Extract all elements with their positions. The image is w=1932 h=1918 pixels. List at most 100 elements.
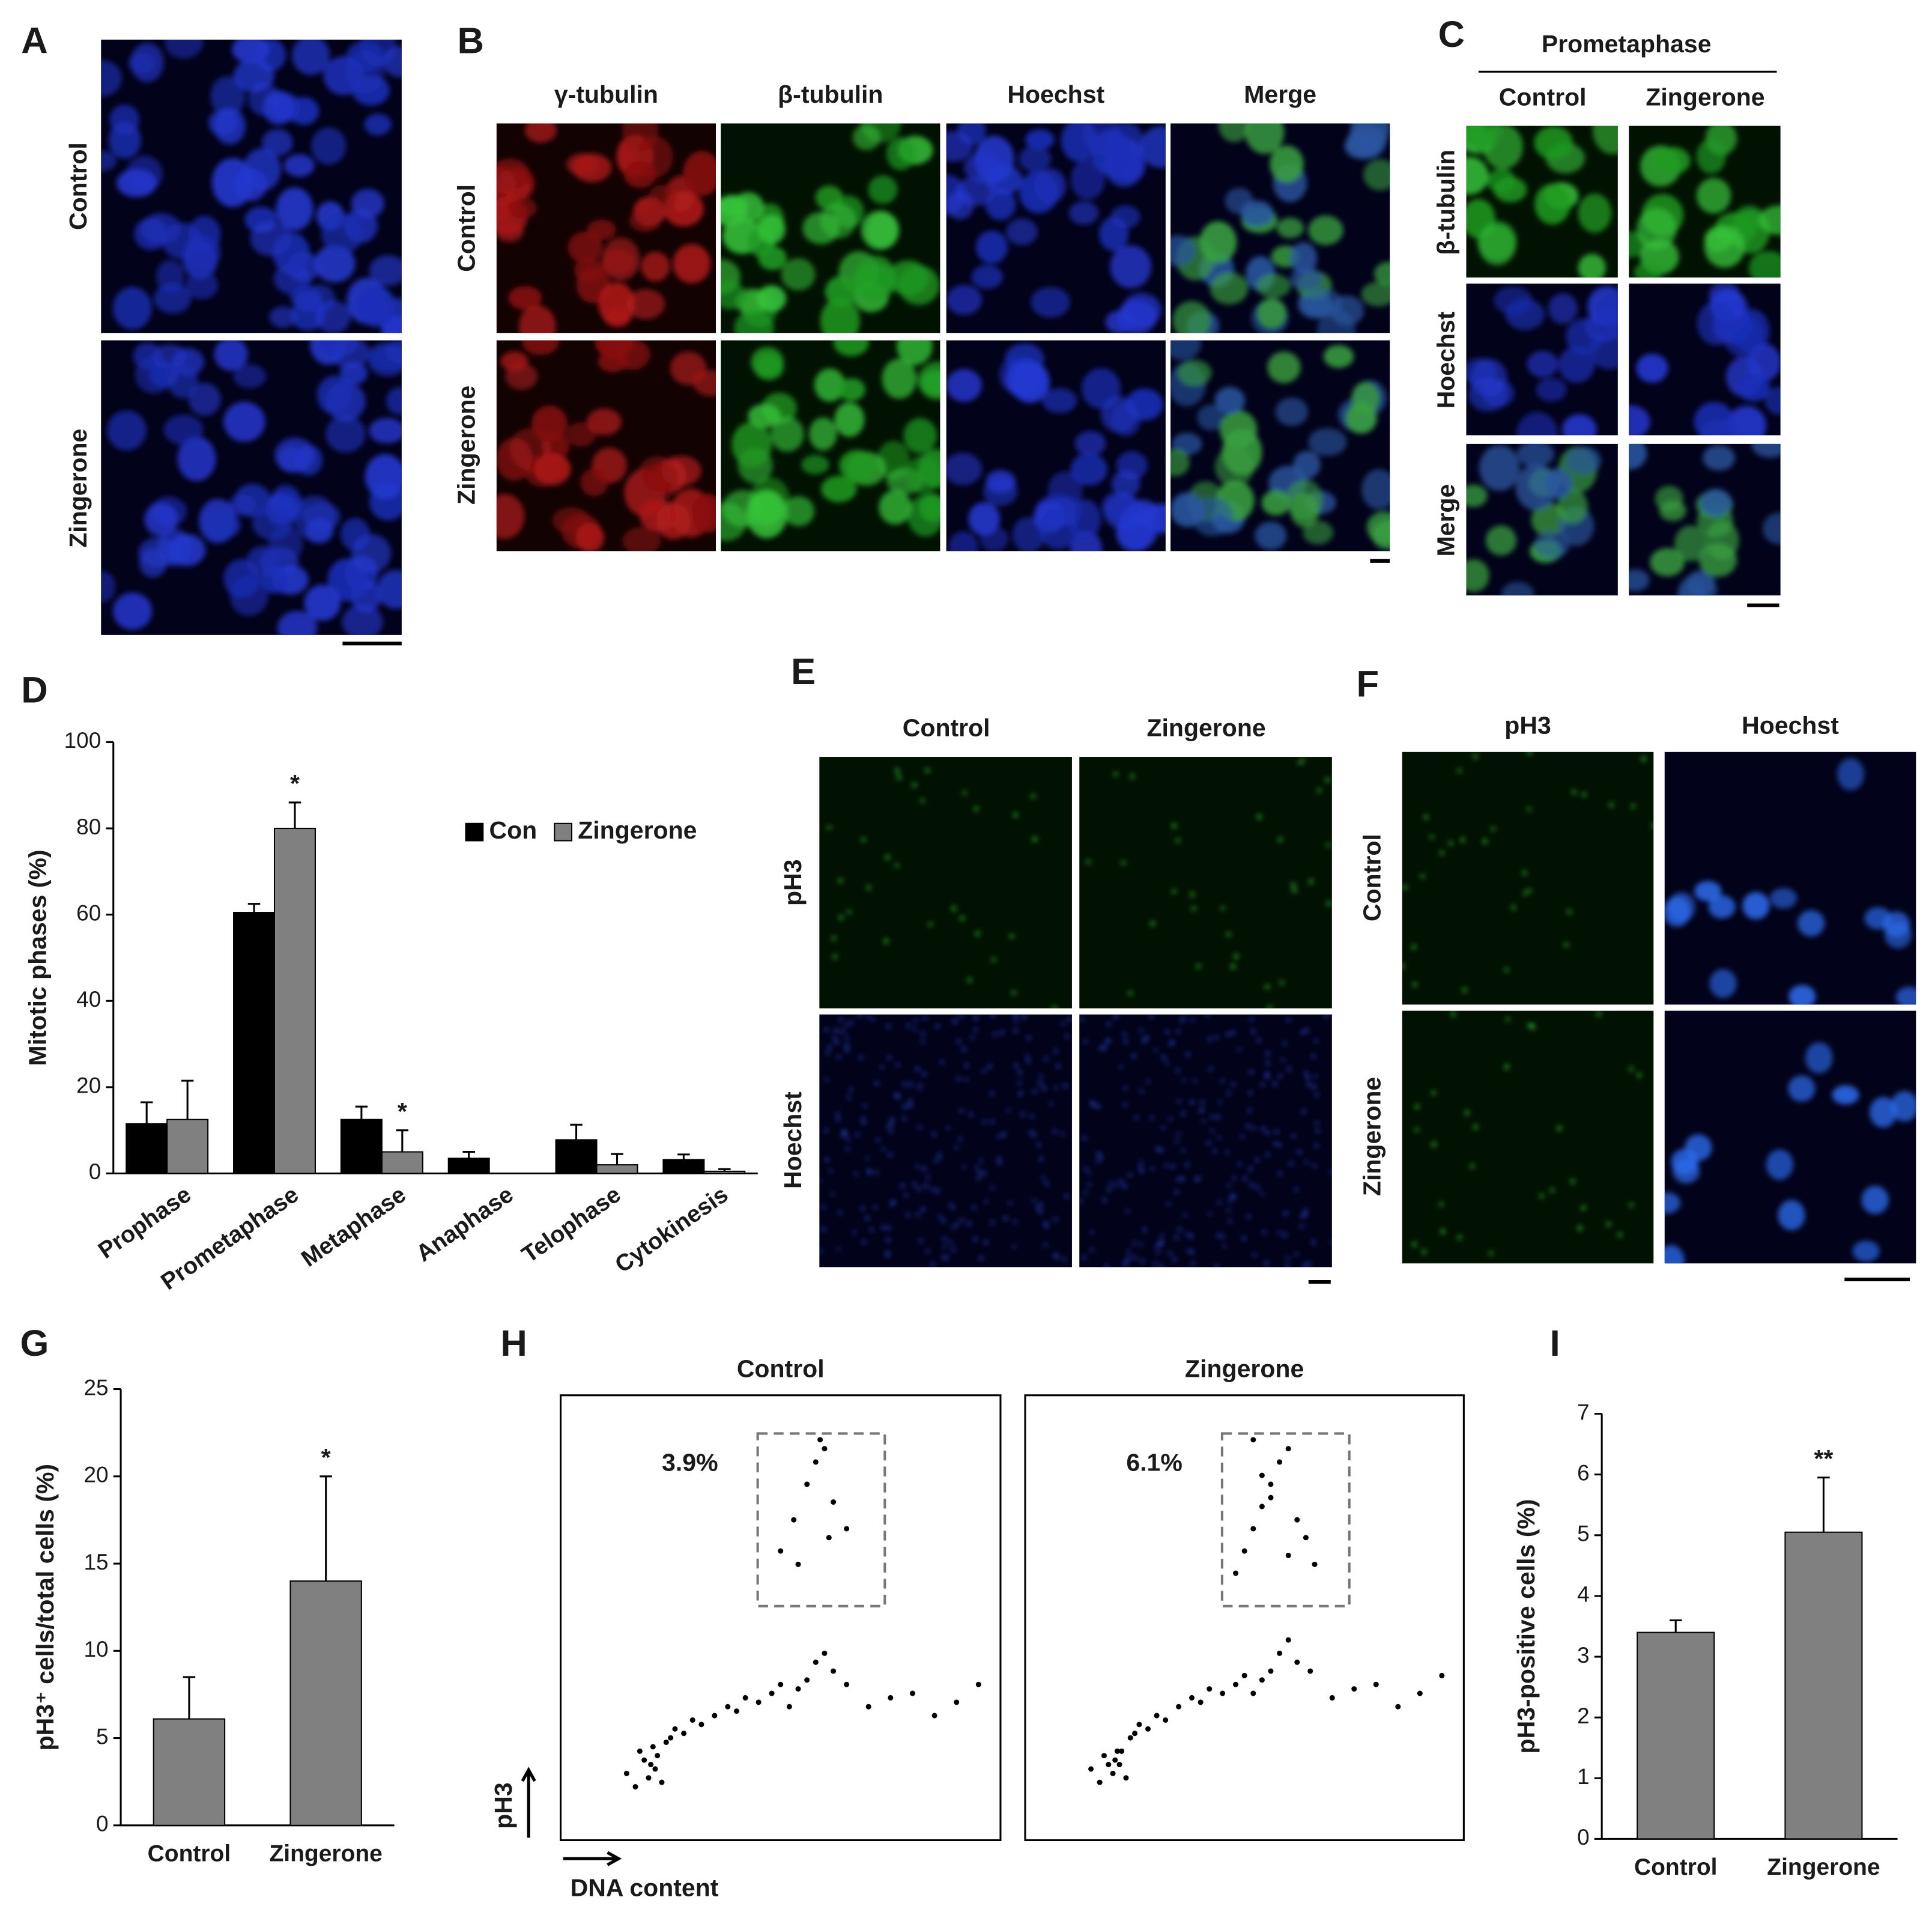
significance: *	[321, 1443, 331, 1471]
plot-title: Control	[737, 1355, 825, 1383]
legend-swatch	[465, 822, 484, 842]
cell	[162, 222, 203, 259]
cell	[887, 1124, 891, 1128]
cell	[998, 1161, 1001, 1165]
cell	[1527, 807, 1531, 811]
cell	[1449, 842, 1453, 845]
cell	[1111, 470, 1140, 497]
cell	[1290, 267, 1322, 291]
cell	[1266, 1130, 1270, 1135]
cell	[896, 1063, 900, 1067]
cell	[1572, 790, 1576, 794]
row-label: Hoechst	[779, 1091, 807, 1189]
cell	[316, 375, 353, 414]
cell	[1215, 1036, 1219, 1039]
cell	[327, 558, 368, 602]
cell	[861, 1207, 864, 1210]
cell	[842, 1129, 846, 1134]
micrograph-cells	[101, 39, 402, 333]
micrograph-cells	[1664, 758, 1916, 1005]
cell	[1086, 860, 1091, 864]
cell	[1316, 1129, 1319, 1133]
cell	[1278, 837, 1282, 842]
cell	[133, 342, 162, 370]
cell	[1629, 1203, 1634, 1207]
cell	[1068, 201, 1099, 225]
point	[1277, 1459, 1283, 1465]
bar	[1637, 1631, 1715, 1840]
point	[1207, 1686, 1213, 1692]
cell	[854, 1172, 858, 1176]
panel-letter: D	[21, 670, 47, 711]
cell	[912, 783, 916, 788]
point	[822, 1650, 828, 1656]
cell	[1313, 1164, 1316, 1168]
cell	[252, 507, 294, 540]
cell	[1281, 1058, 1285, 1061]
cell	[1266, 1061, 1270, 1065]
cell	[1139, 1161, 1143, 1164]
micrograph	[1629, 284, 1781, 435]
cell	[1177, 359, 1212, 387]
cell	[156, 259, 184, 294]
cell	[876, 1138, 880, 1142]
point	[1277, 1650, 1283, 1656]
cell	[845, 1048, 849, 1052]
cell	[315, 300, 351, 333]
cell	[1043, 1243, 1047, 1246]
cell	[1307, 1261, 1311, 1265]
cell	[1511, 905, 1516, 910]
cell	[1300, 759, 1305, 762]
cell	[909, 1082, 912, 1087]
cell	[1166, 1062, 1169, 1065]
cell	[1109, 1182, 1112, 1185]
cell	[889, 1129, 892, 1133]
cell	[921, 1040, 924, 1043]
cell	[1261, 1127, 1265, 1130]
y-tick-label: 0	[1577, 1825, 1590, 1850]
cell	[386, 387, 402, 415]
cell	[277, 446, 306, 473]
cell	[683, 151, 716, 196]
cell	[1042, 388, 1077, 413]
micrograph-bg	[1402, 751, 1654, 1005]
cell	[1040, 1156, 1043, 1161]
cell	[1705, 520, 1739, 560]
point	[637, 1748, 643, 1754]
cell	[836, 1117, 840, 1121]
cell	[918, 1084, 922, 1086]
cell	[932, 1132, 936, 1137]
cell	[1895, 986, 1916, 1005]
cell	[1097, 1104, 1100, 1108]
cell	[1226, 932, 1231, 936]
point	[1417, 1690, 1423, 1696]
y-tick-label: 3	[1577, 1643, 1590, 1668]
cell	[942, 1246, 946, 1248]
cell	[845, 1043, 849, 1047]
cell	[368, 346, 402, 377]
error-bar	[1669, 1619, 1682, 1633]
cell	[1190, 1100, 1194, 1105]
cell	[1182, 1079, 1186, 1082]
cell	[915, 1067, 919, 1071]
panel-letter: I	[1550, 1323, 1560, 1364]
cell	[1030, 1115, 1034, 1118]
cell	[838, 378, 865, 401]
cell	[1205, 1014, 1210, 1016]
cell	[1124, 1263, 1127, 1266]
cell	[1013, 1220, 1017, 1223]
point	[1268, 1668, 1274, 1674]
cell	[1038, 508, 1078, 550]
cell	[575, 523, 605, 551]
cell	[882, 359, 917, 399]
point	[813, 1459, 819, 1465]
cell	[1190, 892, 1195, 897]
cell	[1044, 1225, 1049, 1228]
cell	[101, 150, 117, 171]
cell	[342, 604, 383, 635]
cell	[801, 455, 829, 475]
cell	[1766, 1149, 1793, 1180]
cell	[988, 1064, 992, 1069]
cell	[1242, 1236, 1246, 1240]
cell	[1694, 881, 1722, 902]
